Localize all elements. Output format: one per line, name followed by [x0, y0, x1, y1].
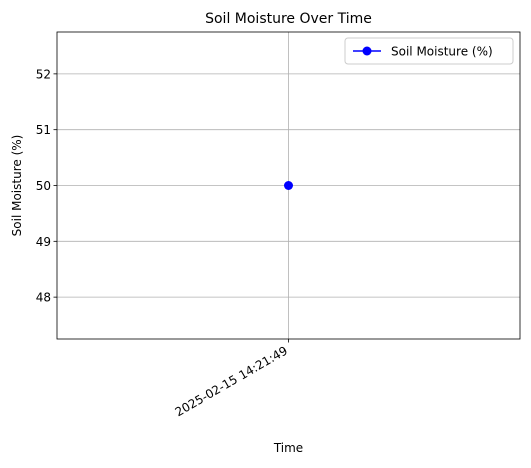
data-point — [284, 181, 293, 190]
y-tick-label: 51 — [36, 123, 51, 137]
x-axis: 2025-02-15 14:21:49 — [173, 339, 290, 419]
y-tick-label: 49 — [36, 235, 51, 249]
legend-point-marker — [362, 46, 372, 56]
legend-entry-label: Soil Moisture (%) — [391, 45, 493, 59]
y-axis-label: Soil Moisture (%) — [10, 135, 24, 237]
legend-box — [344, 37, 514, 65]
y-tick-label: 50 — [36, 179, 51, 193]
y-tick-label: 48 — [36, 291, 51, 305]
chart-title: Soil Moisture Over Time — [205, 11, 372, 27]
x-tick-label: 2025-02-15 14:21:49 — [173, 343, 290, 419]
legend: Soil Moisture (%) — [344, 37, 514, 65]
y-tick-label: 52 — [36, 67, 51, 81]
y-axis: 48 49 50 51 52 — [36, 67, 57, 305]
series — [284, 181, 293, 190]
x-axis-label: Time — [273, 441, 303, 455]
